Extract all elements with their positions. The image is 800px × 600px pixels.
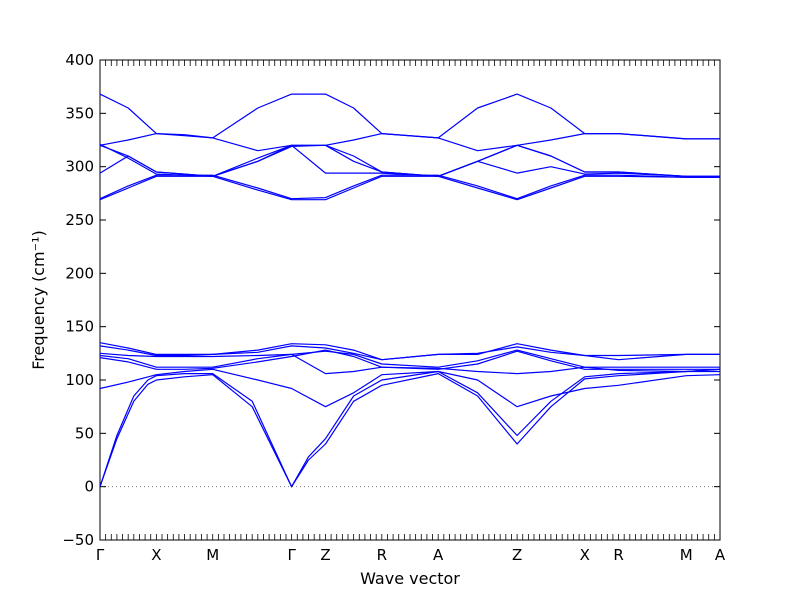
x-tick-label: X [151, 546, 161, 564]
x-tick-label: X [580, 546, 590, 564]
x-tick-label: Z [320, 546, 330, 564]
y-tick-label: −50 [62, 531, 94, 549]
band-2 [99, 368, 721, 488]
x-tick-label: A [433, 546, 444, 564]
y-tick-label: 250 [65, 211, 94, 229]
band-6 [99, 345, 720, 361]
y-tick-label: 400 [65, 51, 94, 69]
y-tick-label: 50 [75, 424, 94, 442]
y-axis-title: Frequency (cm⁻¹) [29, 230, 48, 369]
band-7 [99, 342, 720, 361]
band-15 [99, 133, 720, 152]
x-tick-label: R [377, 546, 387, 564]
x-tick-label: M [206, 546, 219, 564]
band-9 [99, 175, 720, 201]
x-tick-label: M [680, 546, 693, 564]
y-tick-label: 0 [84, 478, 94, 496]
x-tick-label: Z [512, 546, 522, 564]
x-tick-label: R [613, 546, 623, 564]
x-tick-label: A [715, 546, 726, 564]
plot-frame [99, 59, 721, 541]
x-tick-label: Γ [96, 546, 105, 564]
y-tick-label: 150 [65, 318, 94, 336]
y-tick-label: 300 [65, 158, 94, 176]
y-tick-label: 350 [65, 104, 94, 122]
plot-area [99, 59, 721, 541]
band-13 [99, 143, 720, 177]
dispersion-curves [99, 93, 721, 488]
band-12 [99, 144, 720, 177]
band-8 [99, 352, 720, 375]
y-axis: −50 0 50 100 150 200 250 300 350 400 [62, 51, 720, 549]
band-3 [99, 368, 721, 408]
y-tick-label: 100 [65, 371, 94, 389]
band-4 [99, 349, 720, 370]
y-tick-label: 200 [65, 264, 94, 282]
band-1 [99, 368, 721, 488]
x-tick-label: Γ [287, 546, 296, 564]
x-axis-title: Wave vector [360, 569, 460, 588]
